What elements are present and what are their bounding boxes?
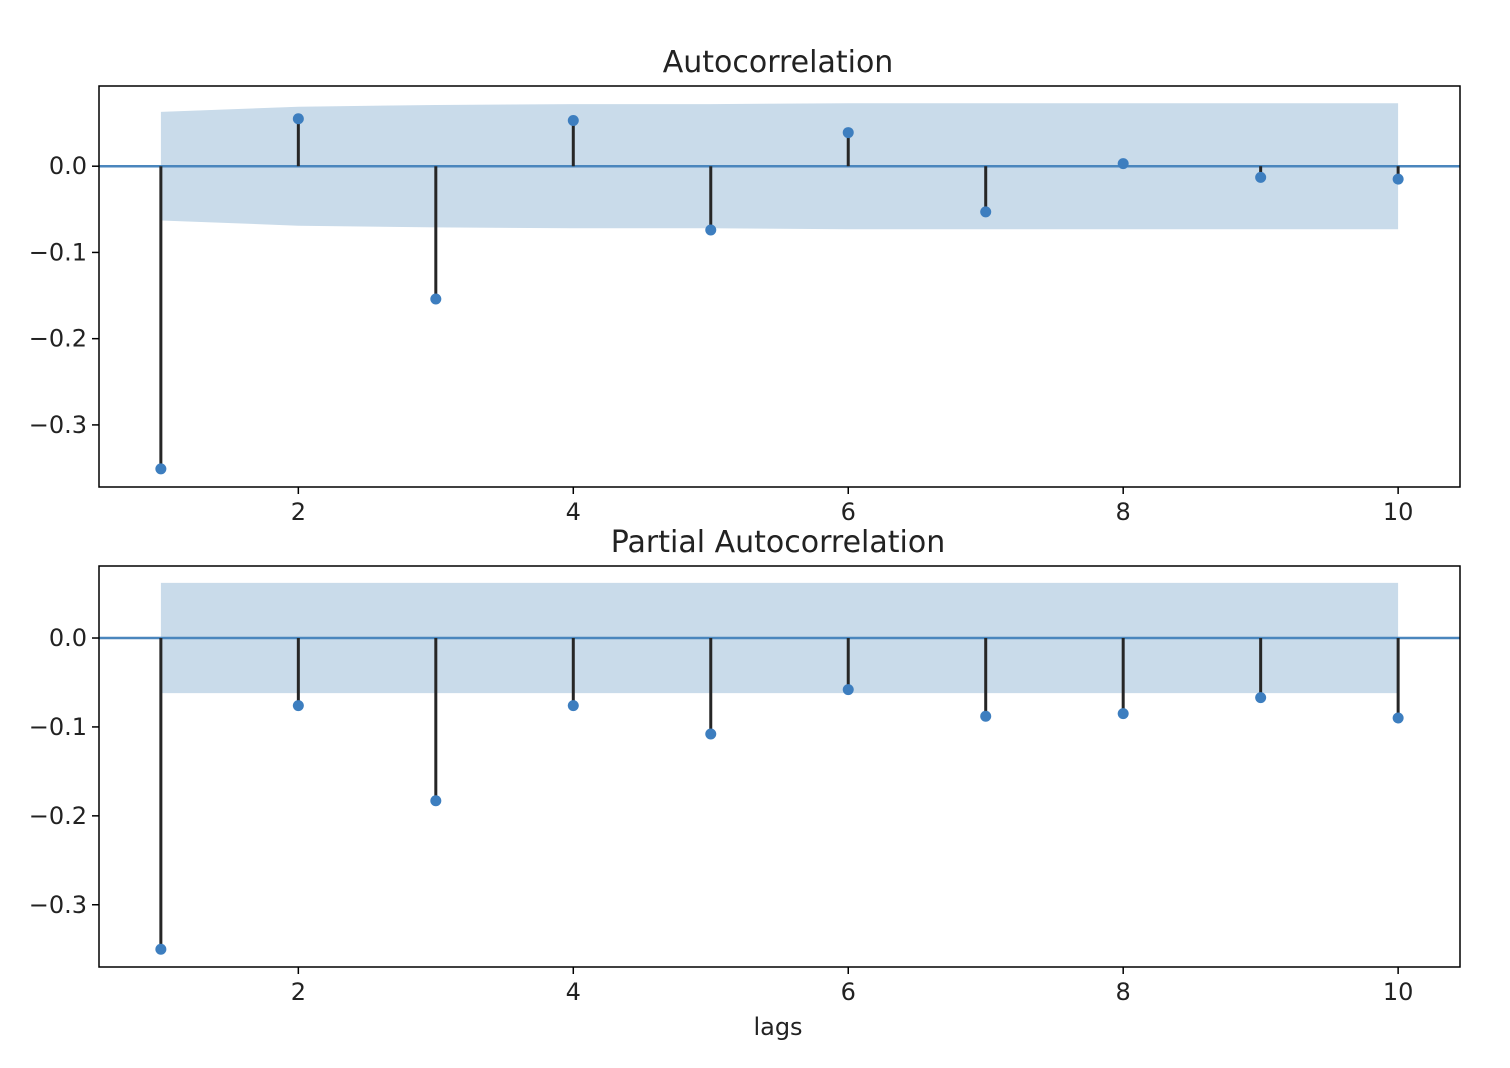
acf-x-tick-label: 10 xyxy=(1383,498,1414,526)
acf-x-ticks-layer: 2 4 6 8 10 xyxy=(291,487,1414,526)
pacf-y-tick-label: −0.3 xyxy=(29,891,87,919)
acf-point-lag-6 xyxy=(842,127,854,139)
acf-point-lag-9 xyxy=(1255,171,1267,183)
acf-y-ticks-layer: −0.3 −0.2 −0.1 0.0 xyxy=(29,152,99,439)
acf-y-tick-label: −0.3 xyxy=(29,411,87,439)
pacf-y-tick-label: −0.2 xyxy=(29,802,87,830)
pacf-point-lag-10 xyxy=(1392,712,1404,724)
acf-y-tick-label: 0.0 xyxy=(49,152,87,180)
acf-x-tick-label: 8 xyxy=(1116,498,1131,526)
pacf-y-tick-label: 0.0 xyxy=(49,624,87,652)
pacf-y-ticks-layer: −0.3 −0.2 −0.1 0.0 xyxy=(29,624,99,919)
acf-point-lag-5 xyxy=(705,224,717,236)
acf-point-lag-10 xyxy=(1392,173,1404,185)
pacf-point-lag-6 xyxy=(842,684,854,696)
pacf-axes-frame xyxy=(98,565,1461,968)
pacf-point-lag-5 xyxy=(705,728,717,740)
pacf-point-lag-8 xyxy=(1117,708,1129,720)
pacf-point-lag-4 xyxy=(567,700,579,712)
acf-y-tick-label: −0.1 xyxy=(29,238,87,266)
acf-title: Autocorrelation xyxy=(663,45,894,80)
acf-point-lag-4 xyxy=(567,114,579,126)
acf-y-tick-label: −0.2 xyxy=(29,325,87,353)
pacf-title: Partial Autocorrelation xyxy=(611,525,945,560)
pacf-point-lag-1 xyxy=(155,943,167,955)
pacf-x-tick-label: 8 xyxy=(1116,978,1131,1006)
pacf-x-tick-label: 6 xyxy=(841,978,856,1006)
pacf-point-lag-9 xyxy=(1255,692,1267,704)
acf-point-lag-7 xyxy=(980,206,992,218)
pacf-markers-layer xyxy=(155,684,1404,955)
acf-x-tick-label: 2 xyxy=(291,498,306,526)
acf-panel: Autocorrelation 2 4 6 8 10 −0.3 −0.2 −0.1 0.0 xyxy=(29,45,1461,526)
pacf-x-tick-label: 10 xyxy=(1383,978,1414,1006)
acf-point-lag-1 xyxy=(155,463,167,475)
pacf-x-tick-label: 4 xyxy=(566,978,581,1006)
pacf-x-tick-label: 2 xyxy=(291,978,306,1006)
pacf-stems-layer xyxy=(159,638,1400,950)
pacf-panel: Partial Autocorrelation 2 4 6 8 10 −0.3−0.2−… xyxy=(29,525,1461,1041)
pacf-x-ticks-layer: 2 4 6 8 10 xyxy=(291,967,1414,1006)
acf-point-lag-2 xyxy=(292,113,304,125)
pacf-x-axis-label: lags xyxy=(753,1013,802,1041)
acf-axes-frame xyxy=(98,85,1461,488)
pacf-point-lag-2 xyxy=(292,700,304,712)
acf-x-tick-label: 6 xyxy=(841,498,856,526)
acf-markers-layer xyxy=(155,113,1404,475)
pacf-point-lag-7 xyxy=(980,710,992,722)
acf-x-tick-label: 4 xyxy=(566,498,581,526)
pacf-y-tick-label: −0.1 xyxy=(29,713,87,741)
acf-point-lag-3 xyxy=(430,293,442,305)
pacf-point-lag-3 xyxy=(430,795,442,807)
acf-point-lag-8 xyxy=(1117,158,1129,170)
